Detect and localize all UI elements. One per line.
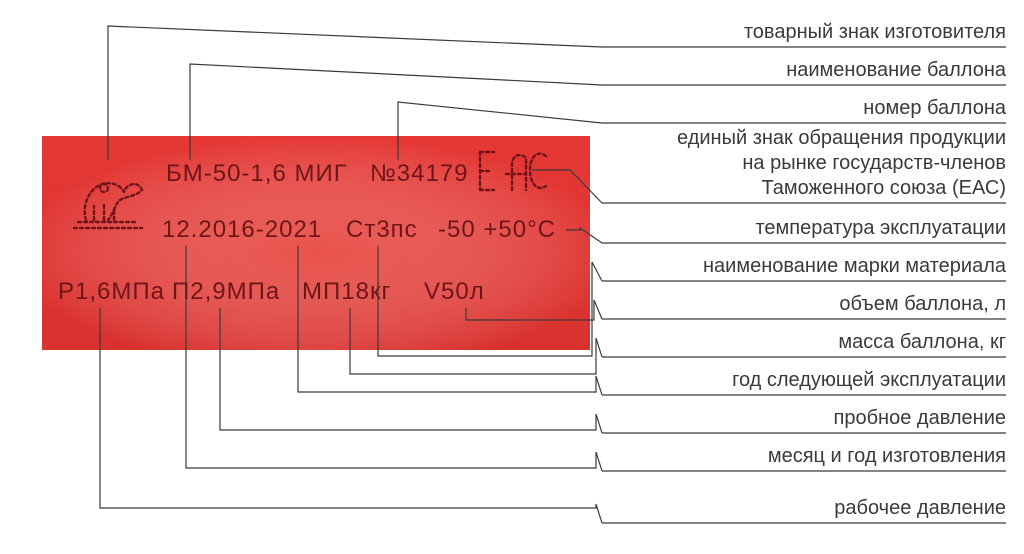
stamp-designation: БМ-50-1,6 МИГ xyxy=(166,160,348,188)
callout-volume: объем баллона, л xyxy=(839,292,1006,317)
stamp-temp: -50 +50°С xyxy=(438,216,556,244)
callout-eac: единый знак обращения продукции на рынке… xyxy=(677,126,1006,201)
callout-steel: наименование марки материала xyxy=(703,254,1006,279)
stamp-p-test: П2,9МПа xyxy=(172,278,280,306)
marking-plate: БМ-50-1,6 МИГ №34179 12.2016-2021 Ст3пс … xyxy=(42,136,590,350)
callout-number: номер баллона xyxy=(863,96,1006,121)
stamp-number: №34179 xyxy=(370,160,468,188)
stamp-p-work: Р1,6МПа xyxy=(58,278,165,306)
callout-designation: наименование баллона xyxy=(786,58,1006,83)
callout-p_test: пробное давление xyxy=(834,406,1006,431)
callout-mass: масса баллона, кг xyxy=(838,330,1006,355)
stamp-volume: V50л xyxy=(424,278,485,306)
callout-temp: температура эксплуатации xyxy=(755,216,1006,241)
manufacturer-logo-icon xyxy=(64,162,152,242)
callout-trademark: товарный знак изготовителя xyxy=(744,20,1006,45)
stamp-mass: МП18кг xyxy=(302,278,391,306)
stamp-steel: Ст3пс xyxy=(346,216,418,244)
callout-next_check: год следующей эксплуатации xyxy=(732,368,1006,393)
stamp-mfg-period: 12.2016-2021 xyxy=(162,216,322,244)
callout-p_work: рабочее давление xyxy=(834,496,1006,521)
eac-mark-icon xyxy=(476,148,550,194)
callout-mfg_date: месяц и год изготовления xyxy=(768,444,1006,469)
